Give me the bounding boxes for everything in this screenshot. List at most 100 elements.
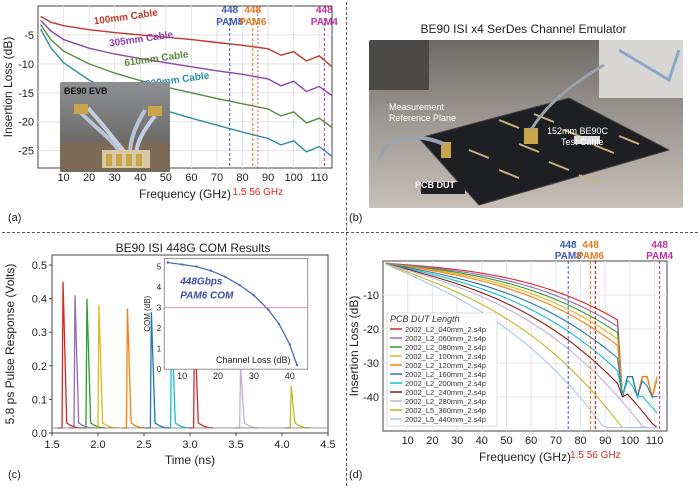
y-tick-label-d: -10 (363, 290, 379, 302)
series-line-d (385, 262, 658, 398)
y-tick-label-c: 0.0 (32, 428, 47, 440)
y-tick-label-c: 0.5 (32, 260, 47, 272)
x-tick-label-c: 2.5 (136, 439, 151, 451)
legend-entry-d: 2002_L5_360mm_2.s4p (405, 406, 486, 415)
y-tick-label-c: 0.1 (32, 394, 47, 406)
evb-label: BE90 EVB (64, 86, 108, 96)
x-tick-label-a: 80 (236, 172, 248, 184)
marker-top-a: 448 (221, 5, 238, 16)
x-tick-label-d: 50 (500, 435, 512, 447)
marker-top-d: 448 (651, 240, 668, 251)
x-tick-label-c: 4.5 (320, 439, 335, 451)
series-line-a (39, 28, 333, 157)
y-tick-label-c: 0.4 (32, 294, 47, 306)
chart-c: 1.5 2.0 2.5 3.0 3.5 4.0 4.5 0.0 0.1 0.2 0.3 0.4 0.5 T… (3, 254, 336, 467)
inset-x-tick-c: 10 (177, 371, 187, 381)
legend-entry-d: 2002_L5_440mm_2.s4p (405, 415, 486, 424)
series-line-a (40, 24, 333, 129)
series-line-d (385, 262, 658, 398)
x-axis-label-d: Frequency (GHz) (479, 450, 571, 464)
legend-title-d: PCB DUT Length (390, 314, 460, 324)
vertical-divider (346, 2, 347, 486)
marker-top-a: 448 (244, 5, 261, 16)
inset-y-tick-c: 3 (157, 304, 162, 313)
x-tick-label-a: 60 (185, 172, 197, 184)
marker-bottom-d: PAM4 (646, 251, 673, 262)
marker-bottom-a: PAM8 (216, 17, 243, 28)
series-line-d (385, 263, 658, 429)
panel-c-title: BE90 ISI 448G COM Results (115, 241, 271, 255)
panel-a-label: (a) (8, 212, 22, 224)
panel-c-label: (c) (8, 469, 21, 481)
marker-bottom-d: PAM8 (555, 251, 582, 262)
x-tick-label-d: 20 (426, 435, 438, 447)
inset-point-c (166, 261, 170, 264)
series-line-d (385, 263, 658, 429)
y-tick-label-a: -15 (18, 88, 34, 100)
legend-entry-d: 2002_L2_100mm_2.s4p (405, 352, 486, 361)
x-axis-label-a: Frequency (GHz) (139, 187, 231, 201)
annotation-a: 1.5 56 GHz (233, 187, 284, 198)
x-tick-label-c: 4.0 (274, 439, 289, 451)
marker-top-d: 448 (582, 240, 599, 251)
y-axis-label-c: 5.8 ps Pulse Response (Volts) (3, 264, 17, 425)
channel-emulator-photo: Measurement Reference Plane 152mm BE90C … (369, 40, 683, 208)
measurement-label-line-2: Reference Plane (389, 113, 457, 123)
chart-a: 10 20 30 40 50 60 70 80 90 100 110 -5 -10 -15 -20 -25 Fr… (1, 5, 338, 201)
x-tick-label-c: 1.5 (44, 439, 59, 451)
evb-photo-image (60, 82, 170, 172)
inset-point-c (224, 275, 227, 279)
channel-emulator-image (369, 40, 683, 208)
legend-entry-d: 2002_L2_060mm_2.s4p (405, 334, 486, 343)
x-tick-label-a: 50 (160, 172, 172, 184)
y-axis-label-a: Insertion Loss (dB) (1, 37, 15, 138)
legend-entry-d: 2002_L2_160mm_2.s4p (405, 370, 486, 379)
x-tick-label-d: 30 (451, 435, 463, 447)
inset-x-tick-c: 20 (213, 371, 223, 381)
inset-y-tick-c: 2 (157, 324, 162, 333)
x-tick-label-d: 60 (525, 435, 537, 447)
inset-x-label-c: Channel Loss (dB) (216, 355, 291, 365)
inset-point-c (180, 263, 184, 266)
inset-text-2-c: PAM6 COM (180, 290, 234, 301)
test-cable-label-line-1: 152mm BE90C (547, 126, 609, 136)
y-tick-label-c: 0.2 (32, 361, 47, 373)
panel-b: BE90 ISI x4 SerDes Channel Emulator (347, 0, 700, 232)
test-cable-label: 152mm BE90C Test Cable (547, 126, 608, 148)
inset-text-1-c: 448Gbps (179, 276, 223, 287)
panel-b-title: BE90 ISI x4 SerDes Channel Emulator (420, 22, 627, 36)
y-tick-label-d: -20 (363, 324, 379, 336)
x-tick-label-a: 10 (57, 172, 69, 184)
x-tick-label-a: 30 (109, 172, 121, 184)
panel-b-label: (b) (349, 212, 363, 224)
x-tick-label-d: 90 (599, 435, 611, 447)
x-tick-label-d: 40 (476, 435, 488, 447)
x-tick-label-d: 70 (550, 435, 562, 447)
series-line-d (385, 262, 658, 400)
x-tick-label-d: 10 (402, 435, 414, 447)
series-line-d (385, 263, 658, 429)
series-line-d (385, 262, 658, 400)
inset-point-c (238, 283, 241, 287)
x-tick-label-c: 2.0 (90, 439, 105, 451)
x-tick-label-d: 100 (621, 435, 639, 447)
legend-entry-d: 2002_L2_080mm_2.s4p (405, 343, 486, 352)
inset-plot-c (163, 257, 309, 370)
panel-d-label: (d) (349, 469, 363, 481)
inset-point-c (195, 265, 198, 268)
measurement-label: Measurement Reference Plane (389, 102, 456, 124)
series-line-d (385, 262, 658, 398)
inset-x-tick-c: 40 (285, 371, 295, 381)
y-tick-label-a: -20 (18, 117, 34, 129)
x-tick-label-c: 3.0 (182, 439, 197, 451)
y-tick-label-a: -10 (18, 59, 34, 71)
inset-y-tick-c: 5 (157, 263, 162, 272)
panel-a: 10 20 30 40 50 60 70 80 90 100 110 -5 -10 -15 -20 -25 Fr… (0, 0, 346, 232)
inset-y-label-c: COM (dB) (143, 295, 152, 331)
dut-label: PCB DUT (415, 180, 455, 190)
inset-y-tick-c: 1 (157, 345, 162, 354)
x-tick-label-c: 3.5 (228, 439, 243, 451)
chart-d: 10 20 30 40 50 60 70 80 90 100 110 -10 -20 -30 -40 Freq… (347, 240, 674, 464)
y-tick-label-a: -25 (18, 146, 34, 158)
x-axis-label-c: Time (ns) (165, 453, 215, 467)
